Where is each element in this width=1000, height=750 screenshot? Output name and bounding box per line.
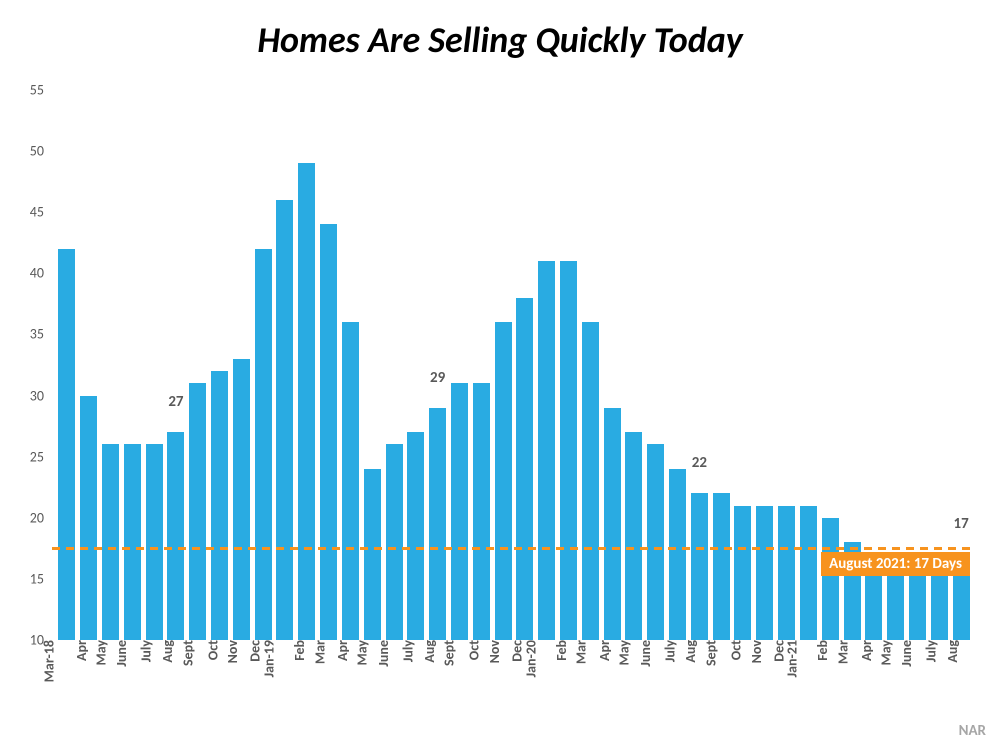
- bar: [625, 432, 642, 640]
- chart-title: Homes Are Selling Quickly Today: [0, 18, 1000, 62]
- x-tick-label: June: [631, 640, 654, 667]
- reference-line: [52, 547, 972, 550]
- y-tick-label: 20: [30, 509, 52, 526]
- bar: [495, 322, 512, 640]
- bar: [604, 408, 621, 640]
- bar: [582, 322, 599, 640]
- bar-value-label: 27: [168, 393, 183, 411]
- bar: [364, 469, 381, 640]
- bar: [386, 444, 403, 640]
- bar: [560, 261, 577, 640]
- y-tick-label: 55: [30, 82, 52, 99]
- bar: [276, 200, 293, 640]
- bar: [778, 506, 795, 640]
- bar: [320, 224, 337, 640]
- x-tick-label: May: [610, 640, 633, 666]
- source-label: NAR: [959, 722, 986, 740]
- bar: [516, 298, 533, 640]
- x-tick-label: Mar: [828, 640, 851, 664]
- bar: [734, 506, 751, 640]
- bar: [167, 432, 184, 640]
- x-tick-label: May: [871, 640, 894, 666]
- y-tick-label: 40: [30, 265, 52, 282]
- bar: [80, 396, 97, 640]
- x-tick-label: July: [132, 640, 155, 662]
- bar: [407, 432, 424, 640]
- bar: [538, 261, 555, 640]
- bar: [800, 506, 817, 640]
- chart-container: Homes Are Selling Quickly Today 10152025…: [0, 0, 1000, 750]
- x-tick-label: Mar-18: [34, 640, 57, 682]
- bar: [146, 444, 163, 640]
- x-tick-label: June: [107, 640, 130, 667]
- x-tick-label: Sept: [697, 640, 720, 666]
- x-tick-label: Sept: [435, 640, 458, 666]
- y-tick-label: 15: [30, 570, 52, 587]
- plot-area: 10152025303540455055Mar-18AprMayJuneJuly…: [52, 90, 972, 640]
- bar: [342, 322, 359, 640]
- x-tick-label: Aug: [938, 640, 961, 663]
- bar: [691, 493, 708, 640]
- bar: [473, 383, 490, 640]
- y-tick-label: 45: [30, 204, 52, 221]
- bar: [211, 371, 228, 640]
- x-tick-label: Jan-19: [255, 640, 278, 678]
- bar: [713, 493, 730, 640]
- x-tick-label: Nov: [480, 640, 503, 663]
- x-tick-label: Nov: [742, 640, 765, 663]
- bar: [58, 249, 75, 640]
- x-tick-label: June: [369, 640, 392, 667]
- x-tick-label: Mar: [305, 640, 328, 664]
- bar: [102, 444, 119, 640]
- y-tick-label: 25: [30, 448, 52, 465]
- x-tick-label: Mar: [567, 640, 590, 664]
- bar: [756, 506, 773, 640]
- y-tick-label: 50: [30, 143, 52, 160]
- x-tick-label: July: [917, 640, 940, 662]
- x-tick-label: Jan-20: [516, 640, 539, 678]
- x-tick-label: Nov: [218, 640, 241, 663]
- bar: [124, 444, 141, 640]
- x-tick-label: July: [655, 640, 678, 662]
- y-tick-label: 30: [30, 387, 52, 404]
- bar: [429, 408, 446, 640]
- bar: [669, 469, 686, 640]
- x-tick-label: July: [393, 640, 416, 662]
- x-tick-label: Jan-21: [778, 640, 801, 678]
- bar: [233, 359, 250, 640]
- bar: [298, 163, 315, 640]
- bar-value-label: 22: [692, 454, 707, 472]
- x-tick-label: June: [893, 640, 916, 667]
- bar: [822, 518, 839, 640]
- x-tick-label: Sept: [173, 640, 196, 666]
- callout-label: August 2021: 17 Days: [821, 552, 970, 576]
- x-tick-label: May: [86, 640, 109, 666]
- bar: [647, 444, 664, 640]
- bar: [451, 383, 468, 640]
- bar-value-label: 17: [953, 515, 968, 533]
- bar: [255, 249, 272, 640]
- x-tick-label: May: [348, 640, 371, 666]
- bar: [189, 383, 206, 640]
- bar-value-label: 29: [430, 369, 445, 387]
- y-tick-label: 35: [30, 326, 52, 343]
